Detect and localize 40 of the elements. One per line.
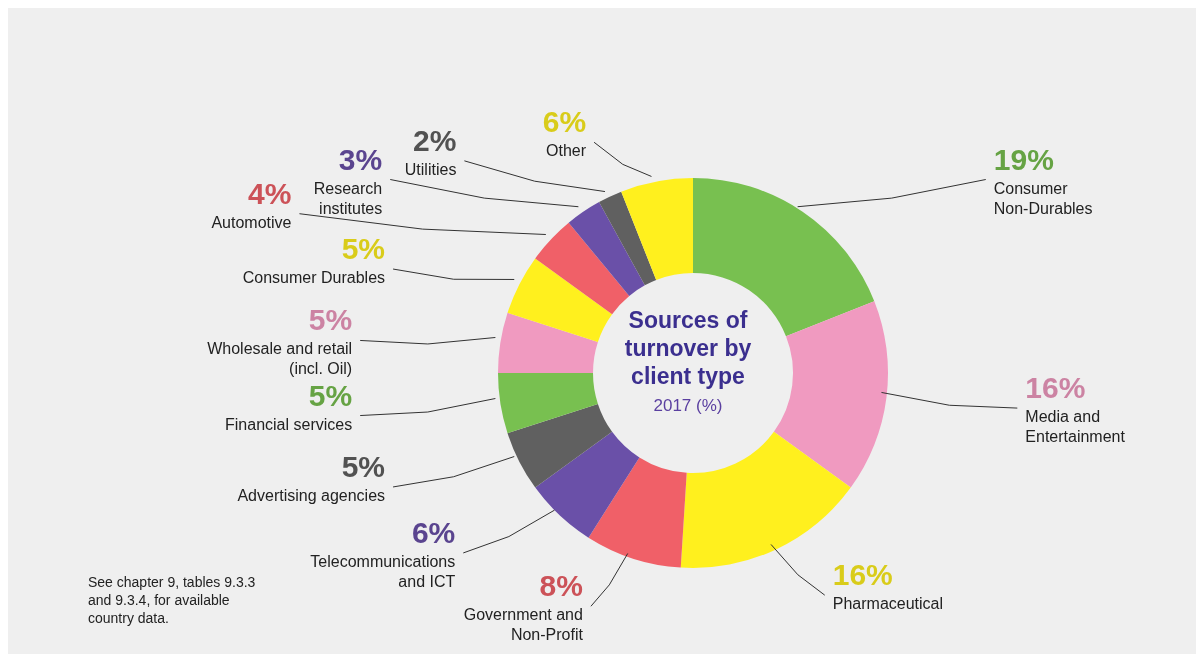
data-label: 5% xyxy=(341,449,386,483)
data-label: 16% xyxy=(832,558,893,592)
donut-slice xyxy=(507,258,613,343)
data-label: 6% xyxy=(411,515,456,549)
text: 2017 (%) xyxy=(652,396,724,416)
data-label: 6% xyxy=(542,105,587,139)
slice-label: Automotive xyxy=(211,213,292,231)
slice-label: Financial services xyxy=(225,415,353,433)
slice-label: Advertising agencies xyxy=(237,486,386,504)
data-label: 3% xyxy=(338,142,383,176)
donut-slice xyxy=(621,178,693,281)
donut-slice xyxy=(588,457,687,568)
text: See chapter 9, tables 9.3.3 and 9.3.4, for available country data. xyxy=(88,573,257,627)
data-label: 4% xyxy=(248,176,292,210)
donut-slice xyxy=(535,222,630,315)
donut-slice xyxy=(773,301,888,488)
slice-label: Wholesale and retail (incl. Oil) xyxy=(207,340,353,378)
data-label: 5% xyxy=(308,378,353,412)
data-label: 16% xyxy=(1025,371,1086,405)
donut-slice xyxy=(498,312,598,373)
donut-slice xyxy=(568,202,645,296)
donut-slice xyxy=(507,403,613,488)
text: Sources of turnover by client type xyxy=(623,306,753,390)
slice-label: Consumer Durables xyxy=(242,269,386,287)
slice-label: Telecommunications and ICT xyxy=(310,552,456,590)
slice-label: Government and Non-Profit xyxy=(463,606,584,644)
donut-slice xyxy=(498,373,598,434)
data-label: 5% xyxy=(341,232,386,266)
slice-label: Pharmaceutical xyxy=(832,595,944,613)
slice-label: Research institutes xyxy=(313,179,383,217)
data-label: 2% xyxy=(413,123,457,157)
slice-label: Other xyxy=(546,142,587,160)
slice-label: Utilities xyxy=(404,160,457,178)
donut-slice xyxy=(535,431,640,538)
slice-label: Media and Entertainment xyxy=(1025,408,1126,446)
data-label: 19% xyxy=(993,142,1054,176)
data-label: 8% xyxy=(539,569,583,603)
slice-label: Consumer Non-Durables xyxy=(993,179,1093,217)
data-label: 5% xyxy=(308,303,353,337)
donut-slice xyxy=(599,191,657,286)
